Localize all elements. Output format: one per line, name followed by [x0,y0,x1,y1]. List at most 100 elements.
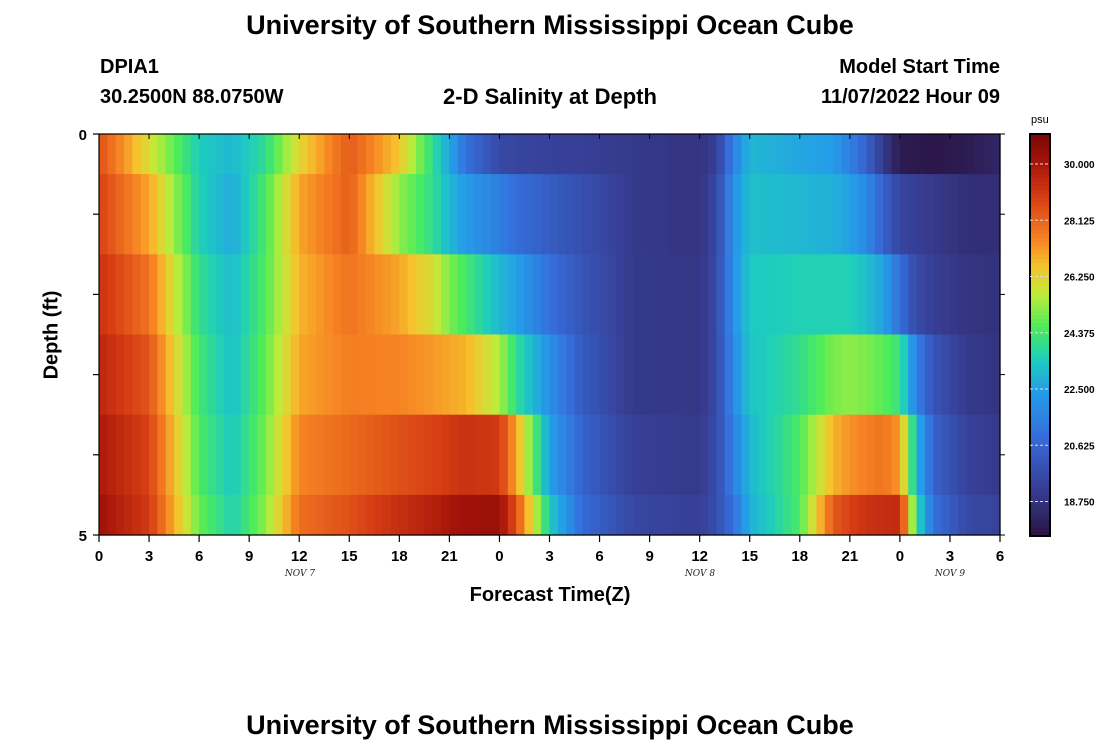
heatmap-cell [766,334,776,416]
heatmap-cell [582,174,592,255]
colorbar-segment [1030,306,1050,312]
heatmap-cell [357,174,367,255]
heatmap-cell [99,174,108,255]
heatmap-cell [507,134,517,175]
heatmap-cell [874,174,884,255]
heatmap-cell [190,334,200,416]
heatmap-cell [549,134,559,175]
heatmap-cell [791,494,801,536]
heatmap-cell [557,334,567,416]
heatmap-cell [507,254,517,336]
heatmap-cell [966,334,976,416]
heatmap-cell [941,494,951,536]
heatmap-cell [132,174,142,255]
heatmap-cell [532,494,542,536]
heatmap-cell [507,414,517,496]
heatmap-cell [115,254,125,336]
heatmap-cell [374,334,384,416]
colorbar-segment [1030,531,1050,537]
heatmap-cell [666,254,676,336]
colorbar-segment [1030,242,1050,248]
heatmap-cell [933,134,943,175]
heatmap-cell [874,134,884,175]
heatmap-cell [532,334,542,416]
colorbar-segment [1030,411,1050,416]
heatmap-cell [474,414,484,496]
heatmap-cell [315,134,325,175]
heatmap-cell [432,494,442,536]
heatmap-cell [482,494,492,536]
heatmap-cell [224,174,234,255]
heatmap-cell [758,254,767,336]
heatmap-cell [165,254,175,336]
heatmap-cell [265,134,275,175]
heatmap-cell [966,414,976,496]
heatmap-cell [916,334,926,416]
heatmap-cell [808,334,818,416]
heatmap-cell [240,134,250,175]
heatmap-cell [974,494,984,536]
heatmap-cell [274,134,284,175]
heatmap-cell [215,414,225,496]
colorbar-segment [1030,507,1050,513]
heatmap-cell [708,254,717,336]
x-tick-label: 0 [896,548,904,565]
heatmap-cell [708,334,717,416]
colorbar-segment [1030,294,1050,300]
x-tick-label: 9 [645,548,653,565]
heatmap-cell [591,414,601,496]
heatmap-cell [491,134,501,175]
heatmap-cell [799,134,809,175]
x-tick-label: 3 [545,548,553,565]
heatmap-cell [766,134,776,175]
heatmap-cell [824,414,834,496]
heatmap-cell [691,254,701,336]
heatmap-cell [791,134,801,175]
heatmap-cell [849,134,859,175]
heatmap-cell [124,494,133,536]
heatmap-cell [682,334,692,416]
heatmap-cell [574,254,584,336]
heatmap-cell [124,134,133,175]
heatmap-cell [891,134,901,175]
heatmap-cell [99,254,108,336]
colorbar-segment [1030,258,1050,264]
heatmap-cell [315,414,325,496]
heatmap-cell [524,174,534,255]
heatmap-cell [783,334,793,416]
heatmap-cell [908,254,918,336]
heatmap-cell [949,174,959,255]
heatmap-cell [249,254,259,336]
colorbar-segment [1030,222,1050,227]
heatmap-cell [566,414,576,496]
heatmap-cell [99,134,108,175]
colorbar-segment [1030,359,1050,364]
colorbar-segment [1030,383,1050,388]
colorbar-segment [1030,202,1050,207]
heatmap-cell [749,494,759,536]
heatmap-cell [524,134,534,175]
heatmap-cell [257,254,267,336]
heatmap-cell [708,174,717,255]
heatmap-cell [132,134,142,175]
heatmap-cell [899,414,909,496]
heatmap-cell [299,254,309,336]
heatmap-cell [149,254,158,336]
colorbar-segment [1030,262,1050,268]
heatmap-cell [557,254,567,336]
heatmap-cell [557,174,567,255]
heatmap-cell [224,494,234,536]
heatmap-cell [416,254,425,336]
heatmap-cell [966,134,976,175]
heatmap-cell [390,254,400,336]
colorbar-segment [1030,431,1050,436]
heatmap-cell [224,254,234,336]
heatmap-cell [958,174,968,255]
heatmap-cell [516,414,526,496]
heatmap-cell [908,414,918,496]
heatmap-cell [641,414,651,496]
colorbar-segment [1030,475,1050,481]
heatmap-cell [549,494,559,536]
heatmap-cell [107,134,117,175]
